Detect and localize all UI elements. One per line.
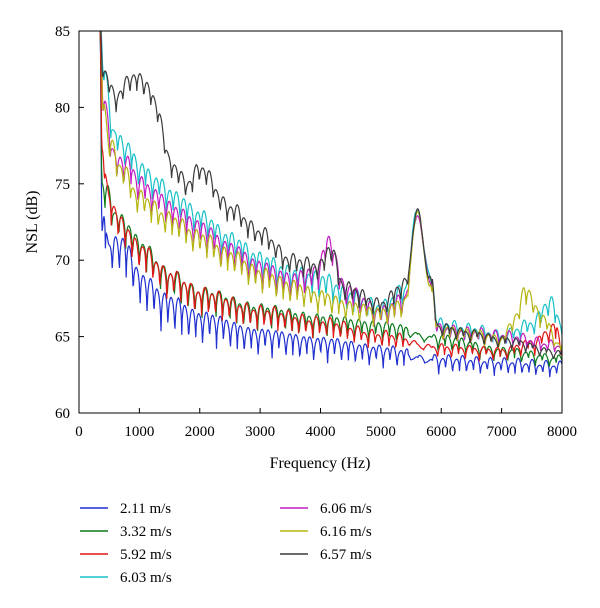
- x-tick-label: 1000: [124, 424, 154, 440]
- y-tick-label: 65: [55, 330, 70, 346]
- legend-label: 6.57 m/s: [320, 547, 372, 563]
- y-tick-label: 70: [55, 253, 70, 269]
- x-tick-label: 8000: [547, 424, 577, 440]
- y-axis-label: NSL (dB): [24, 191, 41, 254]
- x-tick-label: 6000: [426, 424, 456, 440]
- y-tick-label: 60: [55, 406, 70, 422]
- legend-label: 6.06 m/s: [320, 501, 372, 517]
- x-tick-label: 7000: [487, 424, 517, 440]
- y-axis: 60 65 70 75 80 85: [55, 24, 84, 422]
- x-axis-label: Frequency (Hz): [270, 455, 371, 472]
- x-tick-label: 0: [75, 424, 83, 440]
- series-line-3: [99, 31, 562, 362]
- y-tick-label: 80: [55, 100, 70, 116]
- series-line-7: [100, 31, 562, 360]
- legend-label: 6.03 m/s: [120, 570, 172, 586]
- series-layer: [99, 31, 562, 378]
- series-line-4: [100, 31, 562, 344]
- x-tick-label: 3000: [245, 424, 275, 440]
- series-line-6: [100, 31, 562, 351]
- x-tick-label: 5000: [366, 424, 396, 440]
- x-axis: 0 1000 2000 3000 4000 5000 6000 7000 8000: [75, 408, 577, 440]
- series-line-2: [99, 31, 562, 367]
- legend-label: 5.92 m/s: [120, 547, 172, 563]
- legend-label: 6.16 m/s: [320, 524, 372, 540]
- legend-label: 2.11 m/s: [120, 501, 171, 517]
- x-tick-label: 4000: [306, 424, 336, 440]
- legend-label: 3.32 m/s: [120, 524, 172, 540]
- legend: 2.11 m/s 3.32 m/s 5.92 m/s 6.03 m/s 6.06 m/s…: [80, 501, 372, 586]
- series-line-1: [99, 31, 562, 378]
- y-tick-label: 75: [55, 177, 70, 193]
- y-tick-label: 85: [55, 24, 70, 40]
- x-tick-label: 2000: [185, 424, 215, 440]
